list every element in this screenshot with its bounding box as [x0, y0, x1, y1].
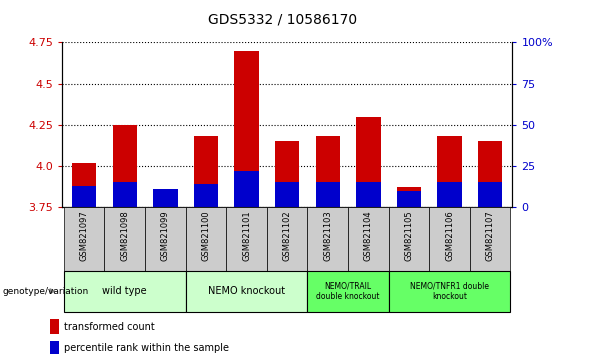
Bar	[64, 207, 104, 271]
Bar	[186, 271, 307, 312]
Bar	[356, 182, 380, 207]
Text: GDS5332 / 10586170: GDS5332 / 10586170	[208, 12, 358, 27]
Bar	[72, 162, 97, 207]
Text: GSM821101: GSM821101	[242, 210, 251, 261]
Bar	[112, 182, 137, 207]
Text: NEMO knockout: NEMO knockout	[208, 286, 285, 296]
Bar	[275, 141, 299, 207]
Text: GSM821099: GSM821099	[161, 210, 170, 261]
Bar	[145, 207, 186, 271]
Bar	[50, 341, 59, 354]
Text: GSM821107: GSM821107	[485, 210, 495, 261]
Bar	[470, 207, 511, 271]
Text: wild type: wild type	[102, 286, 147, 296]
Bar	[397, 190, 421, 207]
Text: GSM821106: GSM821106	[445, 210, 454, 261]
Bar	[267, 207, 307, 271]
Bar	[153, 190, 177, 207]
Bar	[50, 319, 59, 334]
Bar	[307, 207, 348, 271]
Bar	[389, 207, 429, 271]
Bar	[234, 51, 259, 207]
Text: percentile rank within the sample: percentile rank within the sample	[64, 343, 229, 353]
Text: GSM821105: GSM821105	[405, 210, 413, 261]
Bar	[356, 116, 380, 207]
Text: NEMO/TNFR1 double
knockout: NEMO/TNFR1 double knockout	[410, 281, 489, 301]
Bar	[234, 171, 259, 207]
Bar	[478, 141, 502, 207]
Bar	[316, 182, 340, 207]
Bar	[307, 271, 389, 312]
Bar	[275, 182, 299, 207]
Bar	[429, 207, 470, 271]
Text: GSM821102: GSM821102	[283, 210, 292, 261]
Bar	[104, 207, 145, 271]
Bar	[186, 207, 226, 271]
Bar	[316, 136, 340, 207]
Text: NEMO/TRAIL
double knockout: NEMO/TRAIL double knockout	[316, 281, 380, 301]
Bar	[194, 136, 218, 207]
Text: genotype/variation: genotype/variation	[3, 287, 89, 296]
Text: GSM821100: GSM821100	[201, 210, 210, 261]
Text: GSM821097: GSM821097	[80, 210, 89, 261]
Bar	[397, 187, 421, 207]
Bar	[437, 182, 462, 207]
Bar	[153, 189, 177, 207]
Bar	[64, 271, 186, 312]
Text: transformed count: transformed count	[64, 322, 155, 332]
Text: GSM821098: GSM821098	[120, 210, 129, 261]
Bar	[437, 136, 462, 207]
Bar	[348, 207, 389, 271]
Bar	[226, 207, 267, 271]
Text: GSM821104: GSM821104	[364, 210, 373, 261]
Bar	[72, 186, 97, 207]
Bar	[112, 125, 137, 207]
Bar	[194, 184, 218, 207]
Text: GSM821103: GSM821103	[323, 210, 332, 261]
Bar	[478, 182, 502, 207]
Bar	[389, 271, 511, 312]
